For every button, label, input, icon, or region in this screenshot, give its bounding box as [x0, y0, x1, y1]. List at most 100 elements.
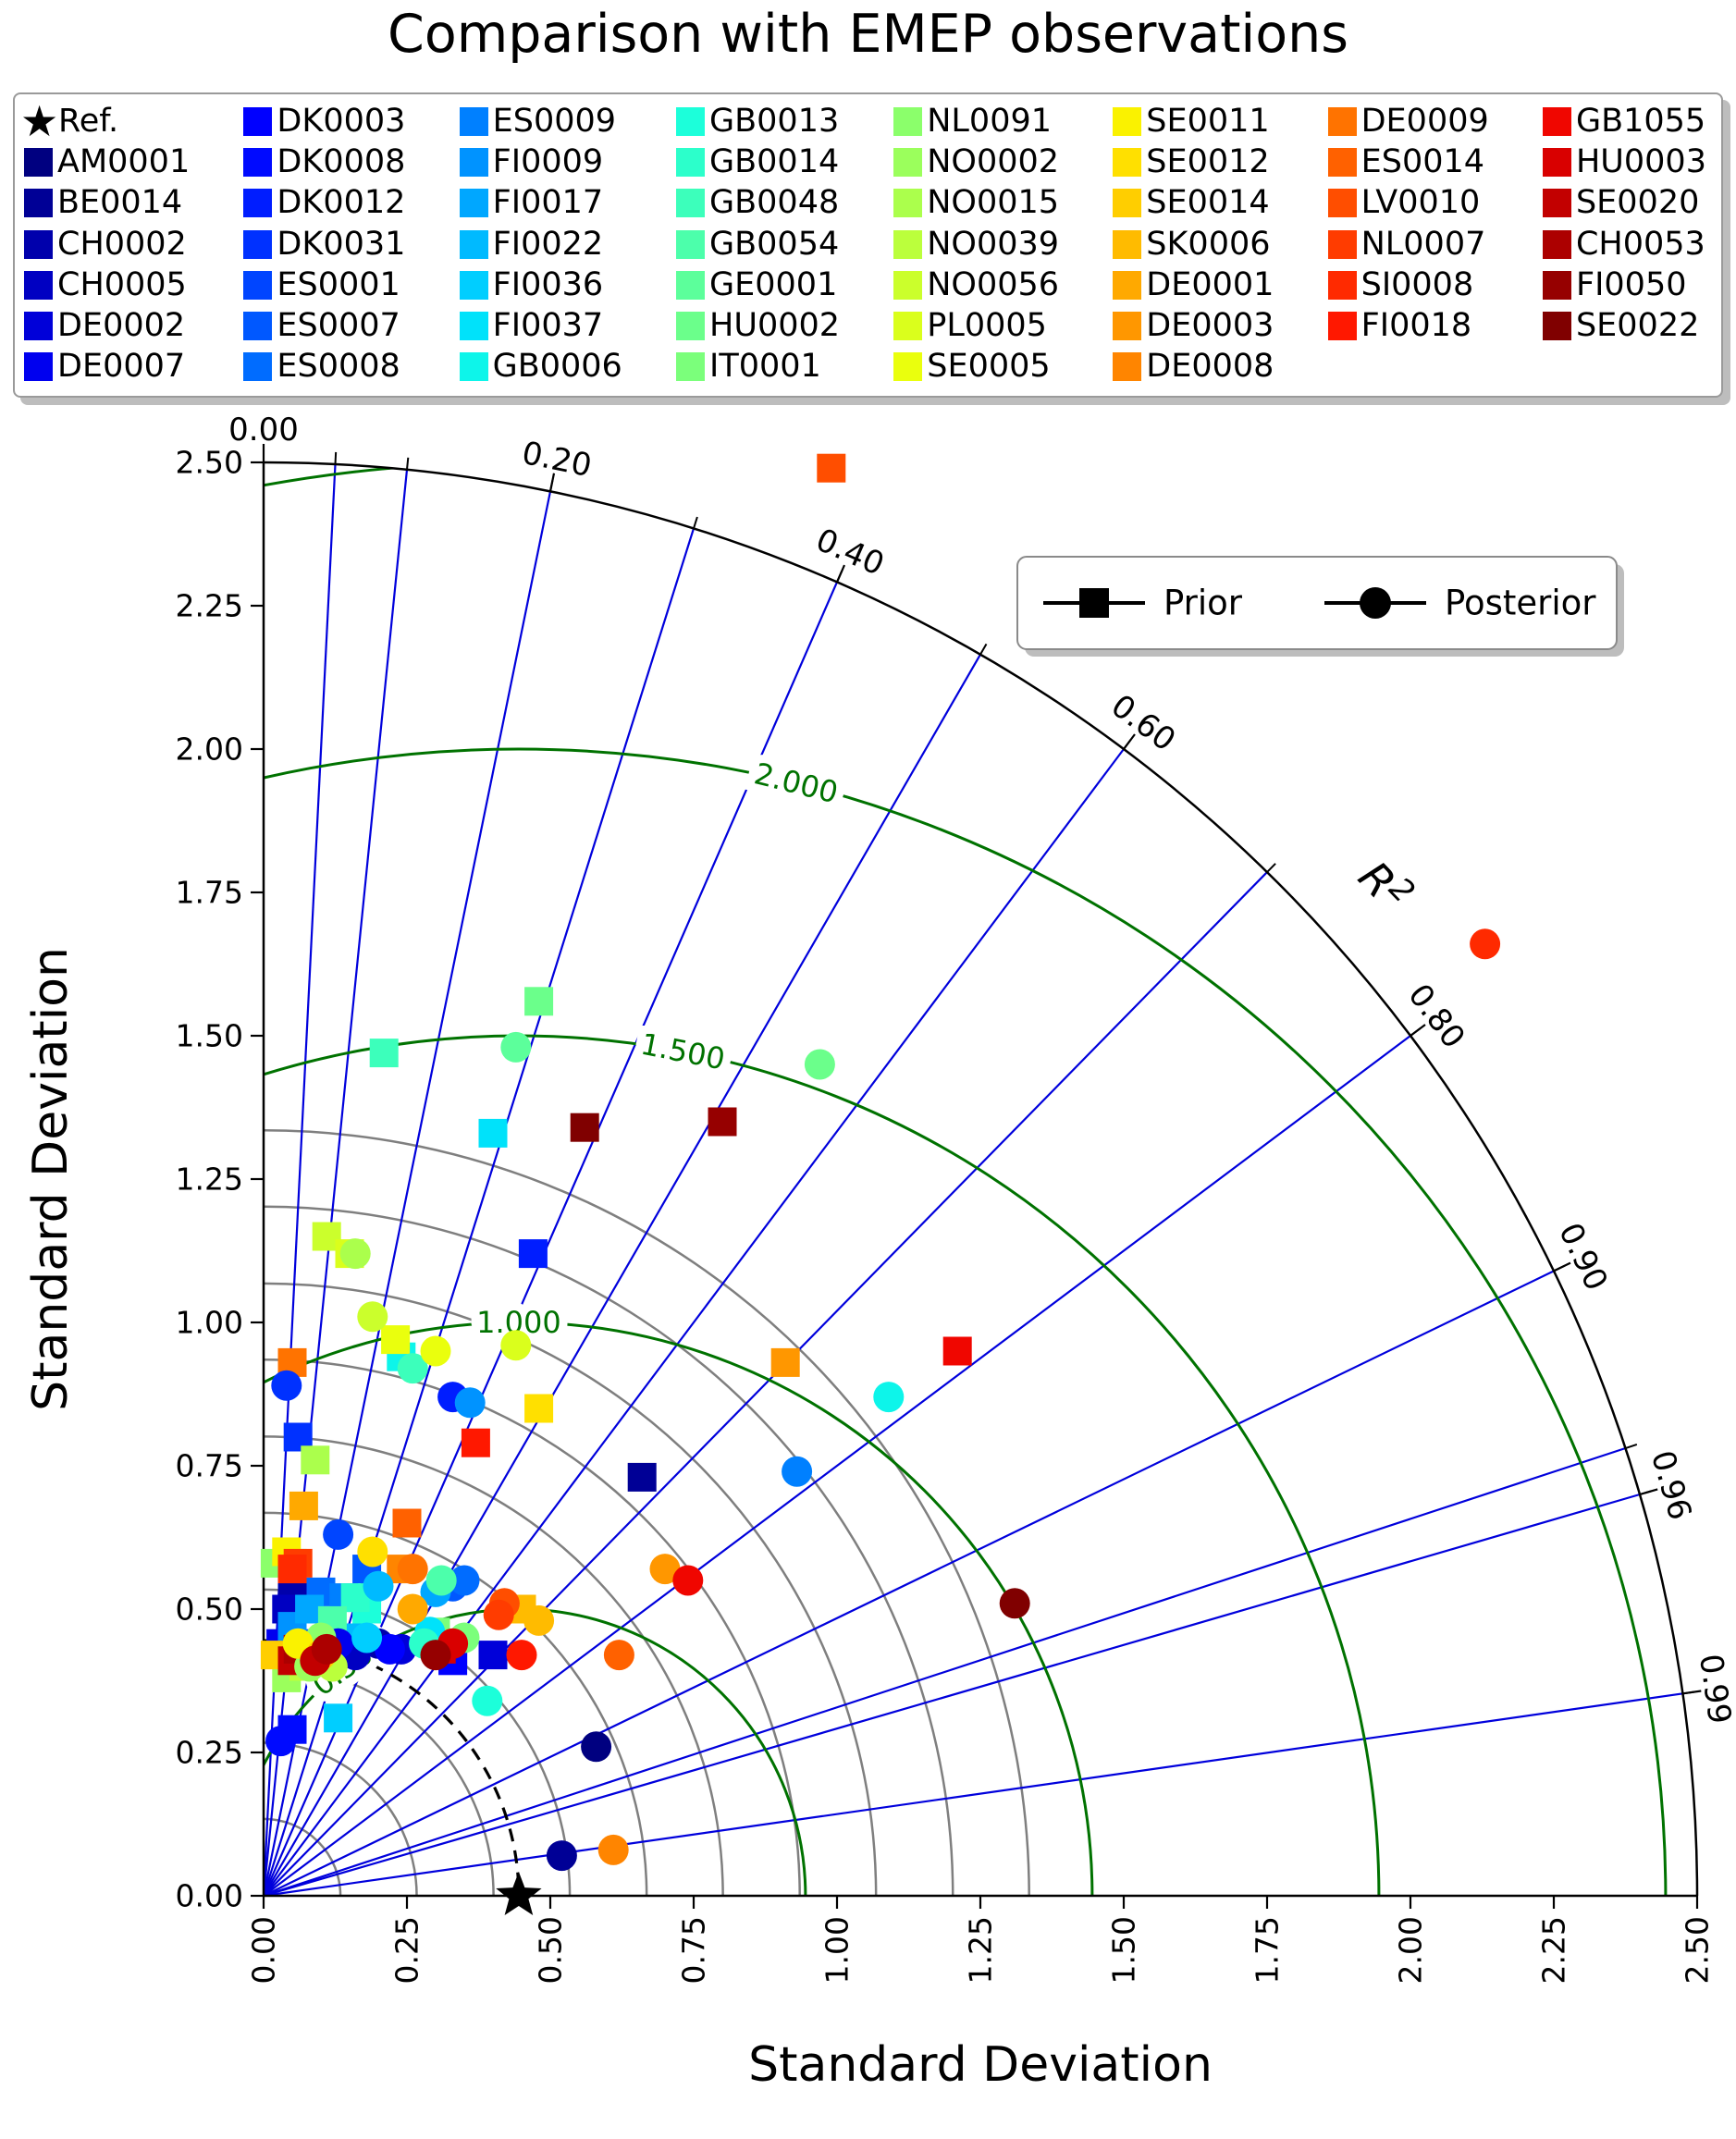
r2-tick-label: 0.60	[1104, 687, 1183, 758]
station-color-swatch	[676, 352, 706, 382]
correlation-line	[263, 654, 981, 1897]
r2-tick-label: 0.96	[1644, 1446, 1699, 1524]
legend-item-label: SE0022	[1575, 306, 1700, 344]
y-tick-label: 2.25	[176, 588, 243, 624]
y-tick-label: 1.25	[176, 1162, 243, 1198]
prior-marker-GB1055	[942, 1336, 972, 1366]
y-tick-label: 0.25	[176, 1735, 243, 1771]
r2-tick	[548, 473, 556, 492]
legend-item-label: GB1055	[1575, 103, 1706, 140]
std-arc	[263, 1358, 801, 1897]
r2-minor-tick	[406, 457, 410, 470]
station-color-swatch	[1327, 312, 1357, 341]
legend-item-DE0007: DE0007	[24, 348, 190, 385]
legend-item-label: DK0012	[277, 184, 406, 222]
legend-item-label: CH0053	[1575, 225, 1705, 263]
prior-marker-ES0014	[392, 1508, 422, 1538]
prior-marker-NO0015	[301, 1445, 330, 1475]
prior-marker-SE0005	[381, 1325, 411, 1355]
legend-item-label: NO0039	[927, 225, 1060, 263]
station-color-swatch	[1327, 148, 1357, 178]
posterior-marker-SE0012	[357, 1536, 388, 1567]
legend-item-BE0014: BE0014	[24, 185, 190, 221]
std-dev-arcs	[263, 1129, 1030, 1897]
x-tick-label: 1.00	[819, 1916, 856, 1984]
r2-axis-label: R2	[1348, 849, 1422, 922]
posterior-marker-SK0006	[523, 1604, 555, 1636]
posterior-marker-DE0009	[397, 1554, 428, 1585]
prior-legend-marker	[1079, 588, 1109, 618]
legend-item-FI0009: FI0009	[459, 143, 622, 180]
rmse-arcs	[264, 462, 1697, 1896]
station-color-swatch	[243, 189, 273, 218]
station-color-swatch	[24, 148, 53, 178]
legend-item-HU0003: HU0003	[1542, 143, 1706, 180]
station-legend: ★ Ref. AM0001 BE0014 CH0002 CH0005 DE0002 DE000…	[13, 92, 1723, 399]
legend-column-6: SE0011 SE0012 SE0014 SK0006 DE0001 DE0003 DE00…	[1113, 103, 1274, 385]
legend-column-2: DK0003 DK0008 DK0012 DK0031 ES0001 ES0007 ES00…	[243, 103, 406, 385]
legend-item-NO0015: NO0015	[893, 185, 1059, 221]
posterior-marker-DE0008	[597, 1834, 629, 1865]
prior-marker-BE0014	[627, 1462, 657, 1492]
station-color-swatch	[1113, 270, 1142, 300]
station-color-swatch	[1113, 107, 1142, 137]
station-color-swatch	[459, 229, 488, 259]
reference-star	[496, 1872, 542, 1915]
station-color-swatch	[676, 270, 706, 300]
legend-item-label: NO0015	[927, 184, 1060, 222]
legend-item-label: DE0002	[57, 306, 186, 344]
r2-minor-tick	[693, 516, 698, 529]
std-arc	[263, 1435, 724, 1897]
station-color-swatch	[893, 148, 923, 178]
legend-item-label: DK0031	[277, 225, 406, 263]
legend-item-label: FI0036	[492, 265, 604, 303]
station-color-swatch	[459, 352, 488, 382]
correlation-line	[263, 1692, 1683, 1898]
legend-item-NO0002: NO0002	[893, 143, 1059, 180]
std-arc	[263, 1282, 878, 1897]
r2-tick	[1410, 1024, 1426, 1037]
station-color-swatch	[893, 352, 923, 382]
x-tick-label: 1.75	[1250, 1916, 1286, 1984]
legend-item-label: NL0007	[1360, 225, 1486, 263]
legend-item-FI0017: FI0017	[459, 185, 622, 221]
r2-tick-label: 0.80	[1400, 977, 1471, 1056]
legend-item-NO0039: NO0039	[893, 225, 1060, 263]
station-color-swatch	[24, 352, 53, 382]
station-color-swatch	[1327, 189, 1357, 218]
prior-marker-SE0022	[570, 1113, 599, 1142]
prior-marker-FI0037	[478, 1118, 508, 1148]
posterior-marker-ES0001	[323, 1518, 354, 1550]
legend-column-4: GB0013 GB0014 GB0048 GB0054 GE0001 HU0002 IT00…	[676, 103, 840, 385]
legend-item-label: SE0020	[1575, 184, 1700, 222]
y-tick-label: 2.50	[176, 445, 243, 481]
posterior-marker-GB0048	[397, 1353, 428, 1384]
posterior-marker-SE0005	[420, 1335, 451, 1367]
legend-item-FI0050: FI0050	[1542, 266, 1706, 303]
legend-column-7: DE0009 ES0014 LV0010 NL0007 SI0008 FI0018	[1327, 103, 1489, 385]
posterior-marker-FI0050	[420, 1640, 451, 1671]
posterior-marker-PL0005	[500, 1330, 532, 1361]
correlation-line	[263, 1446, 1626, 1898]
station-color-swatch	[243, 270, 273, 300]
station-color-swatch	[676, 189, 706, 218]
posterior-marker-GB0054	[425, 1565, 457, 1596]
ref-star-icon: ★	[20, 96, 59, 147]
station-color-swatch	[243, 229, 273, 259]
legend-item-label: ES0009	[492, 103, 617, 140]
correlation-line	[263, 1270, 1555, 1897]
correlation-line	[262, 581, 839, 1897]
prior-marker-FI0050	[708, 1107, 737, 1137]
plot-legend: Prior Posterior	[1016, 556, 1624, 657]
station-color-swatch	[1327, 270, 1357, 300]
legend-column-1: ★ Ref. AM0001 BE0014 CH0002 CH0005 DE0002 DE000…	[20, 100, 190, 385]
legend-item-SE0020: SE0020	[1542, 184, 1706, 222]
x-tick-label: 2.25	[1536, 1916, 1572, 1984]
legend-item-IT0001: IT0001	[676, 348, 840, 385]
r2-minor-tick	[979, 643, 988, 656]
reference-marker	[496, 1872, 542, 1915]
posterior-marker-CH0053	[311, 1633, 342, 1665]
prior-marker-HU0002	[524, 987, 554, 1016]
posterior-marker-DE0001	[397, 1593, 428, 1625]
station-color-swatch	[893, 270, 923, 300]
